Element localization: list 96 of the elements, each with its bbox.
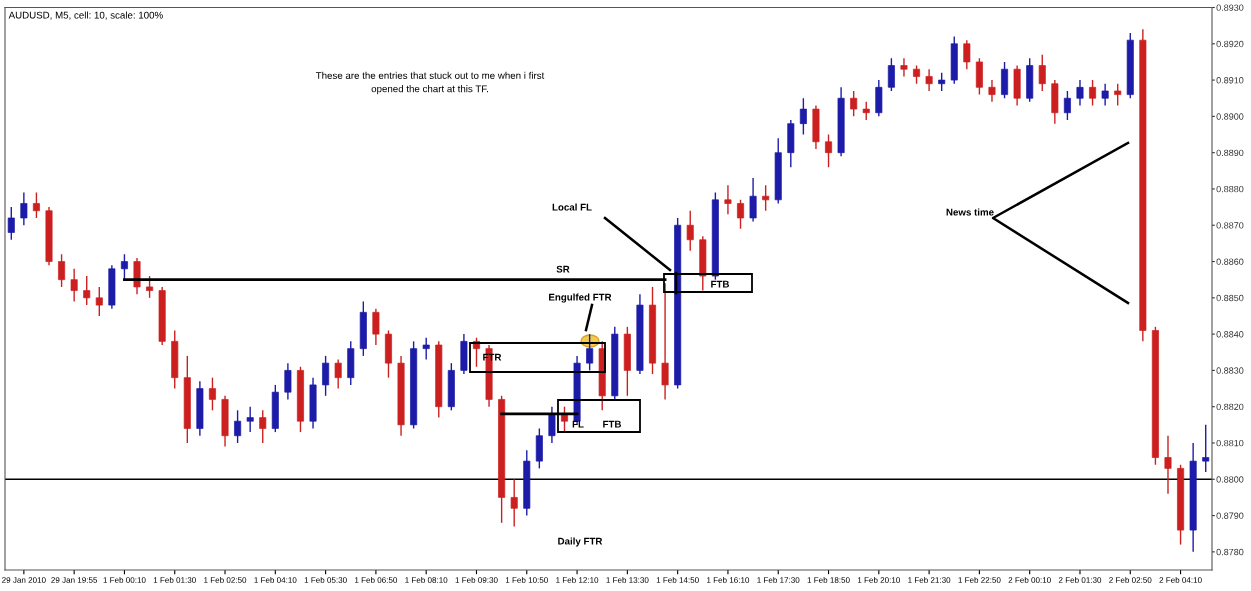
x-tick-label: 1 Feb 05:30 [304, 576, 347, 583]
candlestick [1114, 83, 1122, 107]
x-tick-label: 1 Feb 16:10 [707, 576, 750, 583]
candlestick [925, 68, 933, 92]
x-tick-label: 1 Feb 00:10 [103, 576, 146, 583]
candlestick [58, 253, 66, 288]
candlestick [234, 409, 242, 444]
candlestick [963, 39, 971, 70]
y-tick-label: 0.8860 [1216, 258, 1244, 265]
candlestick [146, 275, 154, 299]
x-tick-label: 1 Feb 10:50 [505, 576, 548, 583]
candlestick [887, 57, 895, 92]
candlestick [7, 206, 15, 241]
candlestick [988, 79, 996, 103]
candlestick [661, 282, 669, 401]
candlestick [322, 355, 330, 397]
x-tick-label: 1 Feb 18:50 [807, 576, 850, 583]
x-tick-label: 1 Feb 22:50 [958, 576, 1001, 583]
candlestick [1164, 435, 1172, 495]
candlestick [422, 337, 430, 361]
y-tick-label: 0.8790 [1216, 512, 1244, 519]
candlestick [737, 199, 745, 230]
candlestick [372, 308, 380, 346]
x-tick-label: 1 Feb 06:50 [355, 576, 398, 583]
y-tick-label: 0.8910 [1216, 77, 1244, 84]
candlestick [334, 358, 342, 390]
x-tick-label: 1 Feb 09:30 [455, 576, 498, 583]
y-tick-label: 0.8820 [1216, 403, 1244, 411]
candlestick [1101, 83, 1109, 107]
x-tick-label: 29 Jan 2010 [2, 577, 46, 583]
y-tick-label: 0.8800 [1216, 476, 1244, 483]
candlestick [586, 333, 594, 372]
annotation: SR [556, 265, 570, 273]
x-tick-label: 1 Feb 14:50 [656, 576, 699, 583]
y-tick-label: 0.8810 [1216, 439, 1244, 447]
y-tick-label: 0.8840 [1216, 331, 1244, 338]
candlestick [913, 64, 921, 85]
x-tick-label: 1 Feb 17:30 [757, 576, 800, 583]
x-tick-label: 1 Feb 21:30 [908, 576, 951, 583]
candlestick [686, 210, 694, 252]
y-tick-label: 0.8890 [1216, 149, 1244, 157]
x-tick-label: 2 Feb 04:10 [1159, 576, 1202, 583]
candlestick [724, 184, 732, 216]
y-tick-label: 0.8900 [1216, 113, 1244, 120]
y-tick-label: 0.8880 [1216, 185, 1244, 193]
candlestick [95, 286, 103, 317]
x-tick-label: 1 Feb 02:50 [204, 576, 247, 583]
y-tick-label: 0.8830 [1216, 367, 1244, 374]
x-tick-label: 1 Feb 04:10 [254, 576, 297, 583]
y-tick-label: 0.8780 [1216, 548, 1244, 556]
candlestick [208, 376, 216, 412]
candlestick [284, 362, 292, 401]
x-tick-label: 1 Feb 08:10 [405, 576, 448, 583]
candlestick [900, 57, 908, 78]
candlestick [20, 191, 28, 226]
candlestick [1089, 79, 1097, 107]
annotation: FTB [603, 420, 622, 428]
annotation: FL [572, 420, 584, 428]
chart-title: AUDUSD, M5, cell: 10, scale: 100% [8, 11, 163, 20]
candlestick [120, 253, 128, 281]
candlestick [762, 184, 770, 212]
x-tick-label: 2 Feb 01:30 [1058, 576, 1102, 583]
annotation: Local FL [552, 203, 592, 211]
y-tick-label: 0.8930 [1216, 4, 1244, 11]
annotation: Engulfed FTR [549, 293, 612, 303]
candlestick [1202, 424, 1210, 473]
annotation: Daily FTR [558, 537, 603, 547]
candlestick [749, 177, 757, 223]
x-tick-label: 2 Feb 02:50 [1109, 576, 1152, 583]
candlestick [70, 268, 78, 303]
x-tick-label: 1 Feb 13:30 [606, 576, 649, 583]
y-tick-label: 0.8920 [1216, 40, 1244, 48]
candlestick [1038, 53, 1046, 92]
x-tick-label: 1 Feb 12:10 [556, 576, 599, 583]
candlestick [938, 72, 946, 92]
candlestick [1076, 79, 1084, 107]
candlestick [799, 97, 807, 136]
annotation: FTB [711, 280, 730, 288]
candlestick [1063, 90, 1071, 121]
x-tick-label: 2 Feb 00:10 [1008, 576, 1051, 583]
candlestick [825, 133, 833, 168]
candlestick [259, 409, 267, 444]
x-tick-label: 1 Feb 01:30 [153, 576, 196, 583]
y-tick-label: 0.8850 [1216, 294, 1244, 302]
candlestick [83, 275, 91, 306]
candlestick [510, 478, 518, 528]
annotation: These are the entries that stuck out to me when i first opened the chart at this TF. [315, 71, 545, 95]
x-tick-label: 1 Feb 20:10 [857, 576, 900, 583]
y-tick-label: 0.8870 [1216, 222, 1244, 229]
candlestick [32, 191, 40, 219]
candlestick [548, 405, 556, 444]
candlestick [862, 101, 870, 121]
candlestick [246, 405, 254, 433]
x-tick-label: 29 Jan 19:55 [51, 577, 98, 583]
candlestick [850, 90, 858, 118]
annotation: News time [946, 208, 994, 216]
